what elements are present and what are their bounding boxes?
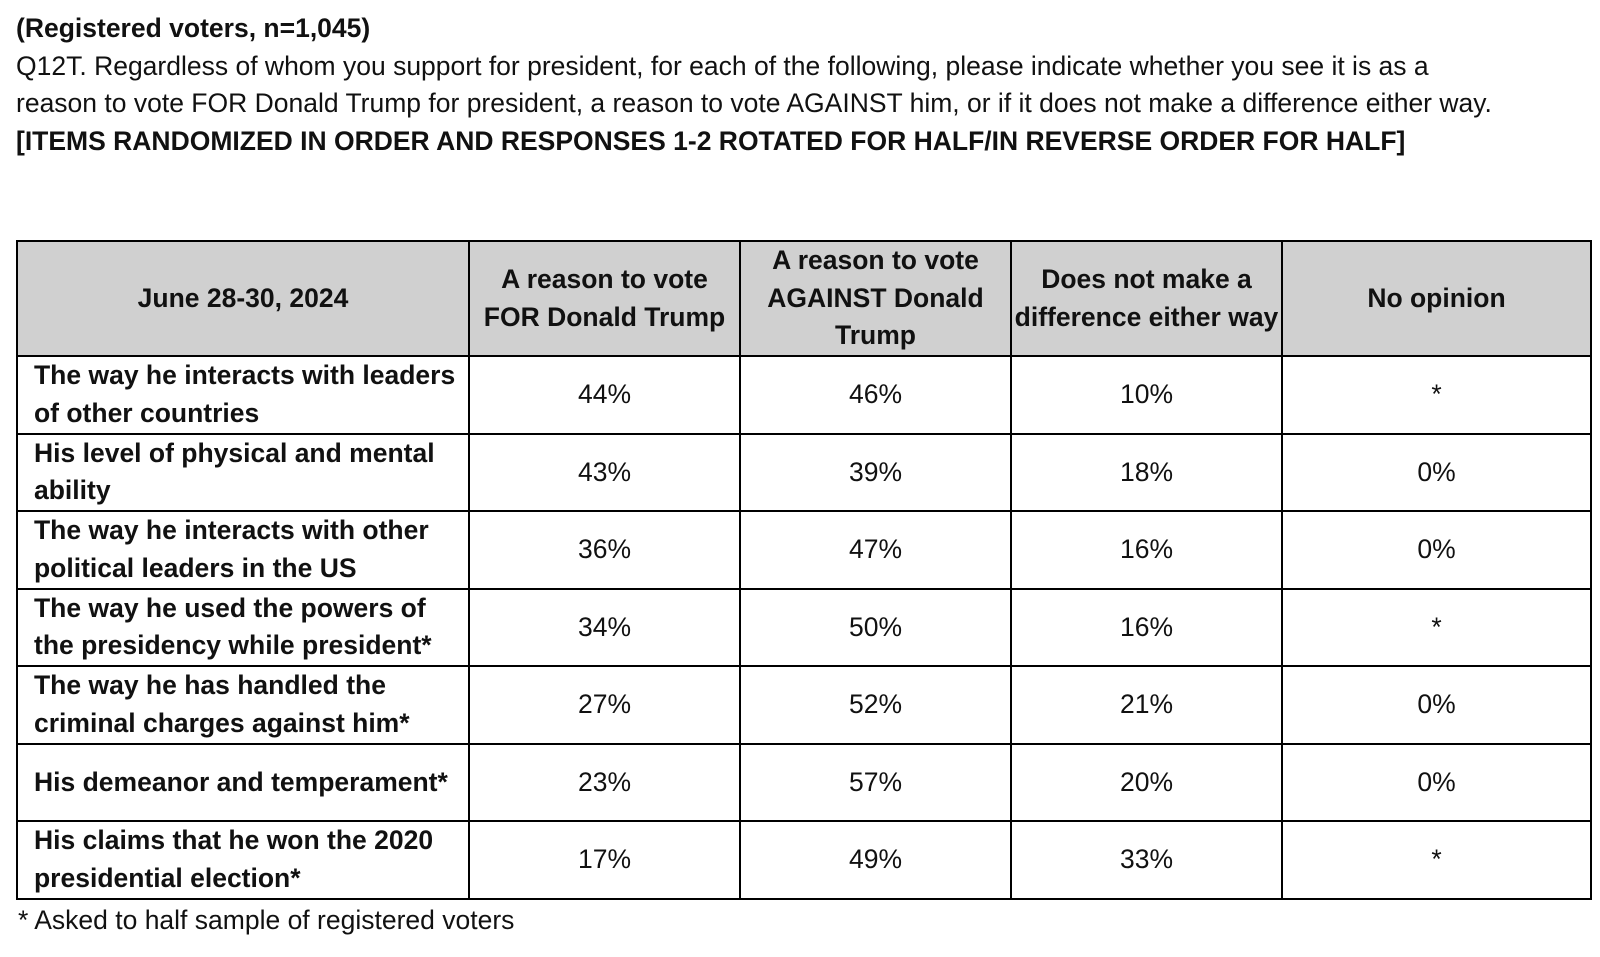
value-vote-for: 17% [468, 820, 741, 900]
table-row: The way he interacts with leaders of oth… [16, 355, 1592, 435]
row-item-label: The way he interacts with other politica… [16, 510, 470, 590]
value-vote-against: 50% [739, 587, 1012, 667]
value-no-opinion: * [1281, 820, 1592, 900]
question-paragraph: Q12T. Regardless of whom you support for… [16, 48, 1506, 161]
value-no-opinion: 0% [1281, 432, 1592, 512]
value-no-difference: 21% [1010, 665, 1283, 745]
header-vote-for: A reason to vote FOR Donald Trump [468, 240, 741, 357]
value-vote-for: 27% [468, 665, 741, 745]
value-no-difference: 10% [1010, 355, 1283, 435]
header-vote-against: A reason to vote AGAINST Donald Trump [739, 240, 1012, 357]
value-vote-against: 57% [739, 742, 1012, 822]
table-row: His demeanor and temperament* 23% 57% 20… [16, 742, 1592, 822]
value-vote-against: 39% [739, 432, 1012, 512]
question-block: (Registered voters, n=1,045) Q12T. Regar… [16, 10, 1506, 160]
header-no-opinion: No opinion [1281, 240, 1592, 357]
value-no-difference: 16% [1010, 510, 1283, 590]
table-row: His claims that he won the 2020 presiden… [16, 820, 1592, 900]
table-row: His level of physical and mental ability… [16, 432, 1592, 512]
footnote: * Asked to half sample of registered vot… [18, 905, 515, 935]
value-no-difference: 20% [1010, 742, 1283, 822]
question-instruction: [ITEMS RANDOMIZED IN ORDER AND RESPONSES… [16, 125, 1406, 156]
value-no-difference: 33% [1010, 820, 1283, 900]
header-no-difference: Does not make a difference either way [1010, 240, 1283, 357]
table-row: The way he interacts with other politica… [16, 510, 1592, 590]
value-vote-for: 36% [468, 510, 741, 590]
sample-note: (Registered voters, n=1,045) [16, 13, 371, 43]
value-vote-for: 34% [468, 587, 741, 667]
value-vote-against: 49% [739, 820, 1012, 900]
value-no-opinion: * [1281, 355, 1592, 435]
value-vote-against: 47% [739, 510, 1012, 590]
row-item-label: His claims that he won the 2020 presiden… [16, 820, 470, 900]
value-no-opinion: 0% [1281, 665, 1592, 745]
row-item-label: The way he has handled the criminal char… [16, 665, 470, 745]
table-row: The way he has handled the criminal char… [16, 665, 1592, 745]
row-item-label: His demeanor and temperament* [16, 742, 470, 822]
row-item-label: The way he used the powers of the presid… [16, 587, 470, 667]
value-vote-for: 23% [468, 742, 741, 822]
value-no-opinion: 0% [1281, 510, 1592, 590]
value-no-opinion: 0% [1281, 742, 1592, 822]
question-text: Q12T. Regardless of whom you support for… [16, 50, 1492, 119]
row-item-label: His level of physical and mental ability [16, 432, 470, 512]
header-date: June 28-30, 2024 [16, 240, 470, 357]
value-no-difference: 18% [1010, 432, 1283, 512]
value-no-opinion: * [1281, 587, 1592, 667]
value-no-difference: 16% [1010, 587, 1283, 667]
value-vote-against: 52% [739, 665, 1012, 745]
value-vote-against: 46% [739, 355, 1012, 435]
value-vote-for: 44% [468, 355, 741, 435]
header-row: June 28-30, 2024 A reason to vote FOR Do… [16, 240, 1592, 357]
row-item-label: The way he interacts with leaders of oth… [16, 355, 470, 435]
value-vote-for: 43% [468, 432, 741, 512]
table-row: The way he used the powers of the presid… [16, 587, 1592, 667]
results-table: June 28-30, 2024 A reason to vote FOR Do… [16, 240, 1592, 900]
